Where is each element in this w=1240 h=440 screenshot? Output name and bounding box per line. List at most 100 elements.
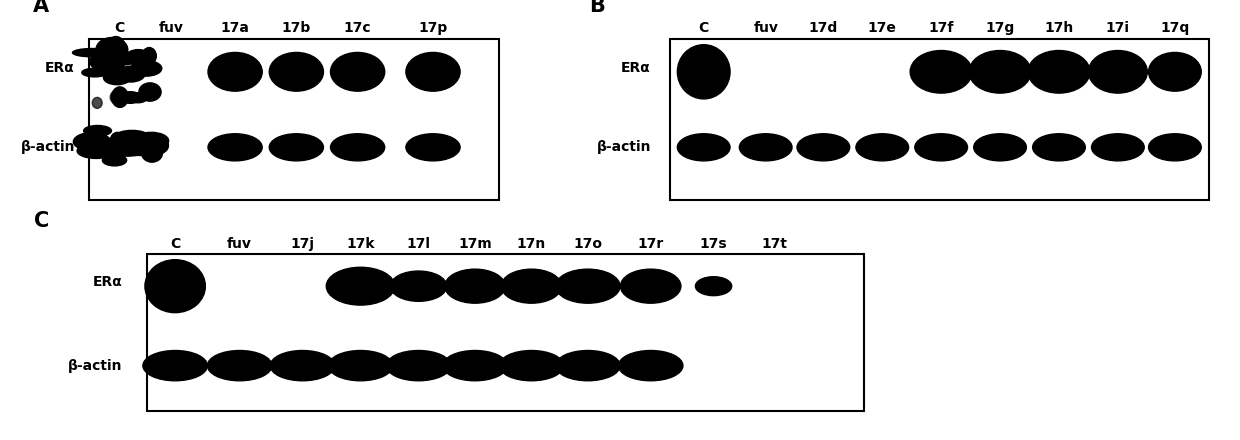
Ellipse shape bbox=[269, 52, 324, 91]
Ellipse shape bbox=[387, 351, 451, 381]
Text: 17s: 17s bbox=[699, 237, 728, 251]
Text: 17k: 17k bbox=[346, 237, 374, 251]
Ellipse shape bbox=[556, 351, 620, 381]
Ellipse shape bbox=[117, 92, 134, 101]
Text: 17e: 17e bbox=[868, 22, 897, 36]
Ellipse shape bbox=[73, 132, 110, 151]
Ellipse shape bbox=[973, 134, 1027, 161]
Ellipse shape bbox=[123, 139, 162, 155]
Text: β-actin: β-actin bbox=[20, 140, 74, 154]
Text: 17h: 17h bbox=[1044, 22, 1074, 36]
Text: 17q: 17q bbox=[1161, 22, 1189, 36]
Ellipse shape bbox=[82, 68, 108, 77]
Ellipse shape bbox=[269, 134, 324, 161]
Ellipse shape bbox=[1033, 134, 1085, 161]
Ellipse shape bbox=[677, 134, 730, 161]
Ellipse shape bbox=[331, 52, 384, 91]
Ellipse shape bbox=[145, 260, 206, 313]
Text: 17m: 17m bbox=[458, 237, 492, 251]
Ellipse shape bbox=[500, 351, 564, 381]
Text: ERα: ERα bbox=[93, 275, 123, 290]
Text: fuv: fuv bbox=[753, 22, 779, 36]
Ellipse shape bbox=[113, 93, 135, 103]
Ellipse shape bbox=[443, 351, 507, 381]
Ellipse shape bbox=[102, 137, 138, 150]
Ellipse shape bbox=[144, 136, 169, 154]
Text: 17d: 17d bbox=[808, 22, 838, 36]
Text: ERα: ERα bbox=[621, 61, 651, 75]
Bar bbox=[670, 39, 1209, 200]
Text: 17o: 17o bbox=[573, 237, 603, 251]
Ellipse shape bbox=[270, 351, 335, 381]
Text: ERα: ERα bbox=[45, 61, 74, 75]
Text: 17r: 17r bbox=[637, 237, 663, 251]
Bar bbox=[146, 254, 864, 411]
Ellipse shape bbox=[118, 52, 135, 65]
Text: 17a: 17a bbox=[221, 22, 249, 36]
Text: C: C bbox=[170, 237, 180, 251]
Text: 17t: 17t bbox=[761, 237, 787, 251]
Ellipse shape bbox=[95, 37, 128, 62]
Ellipse shape bbox=[110, 132, 125, 150]
Ellipse shape bbox=[77, 143, 115, 158]
Ellipse shape bbox=[117, 66, 145, 82]
Ellipse shape bbox=[97, 54, 124, 76]
Ellipse shape bbox=[797, 134, 849, 161]
Ellipse shape bbox=[445, 269, 505, 303]
Ellipse shape bbox=[91, 53, 112, 70]
Text: C: C bbox=[698, 22, 709, 36]
Ellipse shape bbox=[970, 51, 1030, 93]
Ellipse shape bbox=[696, 277, 732, 296]
Ellipse shape bbox=[72, 48, 112, 57]
Ellipse shape bbox=[619, 351, 683, 381]
Ellipse shape bbox=[208, 52, 262, 91]
Ellipse shape bbox=[141, 144, 162, 162]
Bar bbox=[89, 39, 498, 200]
Ellipse shape bbox=[856, 134, 909, 161]
Ellipse shape bbox=[1089, 51, 1147, 93]
Text: 17g: 17g bbox=[986, 22, 1014, 36]
Ellipse shape bbox=[91, 129, 107, 146]
Ellipse shape bbox=[1028, 51, 1090, 93]
Text: 17j: 17j bbox=[290, 237, 315, 251]
Ellipse shape bbox=[83, 125, 112, 136]
Ellipse shape bbox=[1148, 52, 1202, 91]
Ellipse shape bbox=[207, 351, 272, 381]
Text: 17c: 17c bbox=[343, 22, 372, 36]
Ellipse shape bbox=[556, 269, 620, 303]
Ellipse shape bbox=[501, 269, 562, 303]
Ellipse shape bbox=[112, 87, 128, 107]
Text: 17f: 17f bbox=[929, 22, 954, 36]
Ellipse shape bbox=[677, 45, 730, 99]
Ellipse shape bbox=[326, 267, 394, 305]
Text: β-actin: β-actin bbox=[596, 140, 651, 154]
Text: A: A bbox=[32, 0, 48, 16]
Ellipse shape bbox=[92, 55, 126, 69]
Ellipse shape bbox=[620, 269, 681, 303]
Ellipse shape bbox=[1148, 134, 1202, 161]
Ellipse shape bbox=[405, 52, 460, 91]
Text: C: C bbox=[33, 211, 50, 231]
Ellipse shape bbox=[139, 83, 161, 101]
Ellipse shape bbox=[1091, 134, 1145, 161]
Text: 17i: 17i bbox=[1106, 22, 1130, 36]
Ellipse shape bbox=[103, 70, 130, 84]
Ellipse shape bbox=[405, 134, 460, 161]
Ellipse shape bbox=[107, 37, 125, 61]
Ellipse shape bbox=[125, 50, 151, 65]
Ellipse shape bbox=[915, 134, 967, 161]
Ellipse shape bbox=[130, 61, 161, 76]
Text: fuv: fuv bbox=[227, 237, 252, 251]
Ellipse shape bbox=[208, 134, 262, 161]
Ellipse shape bbox=[107, 148, 145, 156]
Ellipse shape bbox=[107, 145, 126, 156]
Text: B: B bbox=[589, 0, 605, 16]
Ellipse shape bbox=[129, 93, 148, 103]
Text: 17l: 17l bbox=[407, 237, 430, 251]
Ellipse shape bbox=[119, 92, 141, 103]
Ellipse shape bbox=[143, 351, 207, 381]
Ellipse shape bbox=[331, 134, 384, 161]
Text: 17n: 17n bbox=[517, 237, 546, 251]
Ellipse shape bbox=[910, 51, 972, 93]
Text: fuv: fuv bbox=[159, 22, 184, 36]
